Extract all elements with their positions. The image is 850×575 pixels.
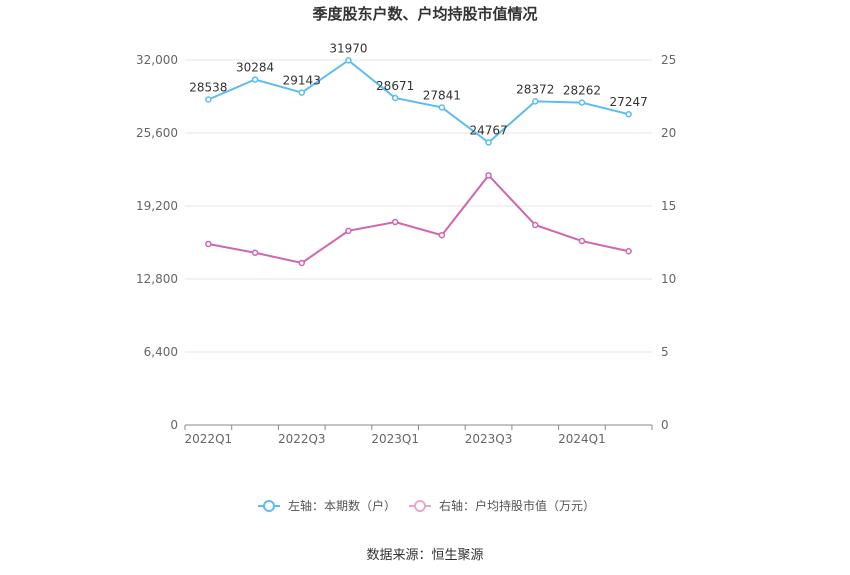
grid-lines [185,59,652,353]
right-axis-tick-label: 10 [661,272,676,286]
x-tick-label: 2023Q1 [371,432,419,446]
right-y-axis: 0 5 10 15 20 25 [661,53,676,432]
data-label: 29143 [283,74,321,88]
right-axis-tick-label: 0 [661,418,669,432]
legend-label: 左轴：本期数（户） [288,498,396,513]
data-label: 28262 [563,84,601,98]
series-point [298,89,305,96]
data-label: 28372 [516,82,554,96]
series-point [205,240,212,248]
data-label: 28538 [189,80,227,94]
series-point [205,96,212,103]
left-axis-tick-label: 6,400 [144,345,178,359]
legend-marker [414,500,426,512]
series-point [251,249,259,256]
series-point [625,248,632,255]
series-point [298,259,305,267]
x-tick-label: 2022Q3 [278,432,326,446]
series-point [532,98,539,105]
x-tick-label: 2022Q1 [185,432,233,446]
data-label: 31970 [329,41,367,55]
legend-marker [263,500,275,512]
series-point [345,57,352,64]
data-label: 30284 [236,61,274,75]
chart-title: 季度股东户数、户均持股市值情况 [312,5,537,23]
left-axis-tick-label: 32,000 [136,53,178,67]
series-point [438,104,446,111]
legend: 左轴：本期数（户） 右轴：户均持股市值（万元） [258,498,595,513]
left-y-axis: 0 6,400 12,800 19,200 25,600 32,000 [136,53,178,432]
data-label: 27247 [610,95,648,109]
left-axis-tick-label: 25,600 [136,126,178,140]
data-labels: 28538 30284 29143 31970 28671 27841 24767 28372… [189,41,647,137]
left-axis-tick-label: 12,800 [136,272,178,286]
series-line-0 [207,59,629,144]
right-axis-tick-label: 15 [661,199,676,213]
x-tick-label: 2024Q1 [558,432,606,446]
series-point [485,139,492,146]
right-axis-tick-label: 25 [661,53,676,67]
legend-label: 右轴：户均持股市值（万元） [439,498,595,513]
right-axis-tick-label: 20 [661,126,676,140]
data-label: 24767 [469,124,507,138]
left-axis-tick-label: 0 [170,418,178,432]
data-label: 27841 [423,88,461,102]
source-note: 数据来源：恒生聚源 [366,548,483,563]
series-layer [205,57,632,267]
series-point [625,110,632,118]
series-line-1 [208,173,629,265]
series-point [251,76,259,83]
series-point [345,227,352,235]
series-point [578,99,586,106]
data-label: 28671 [376,79,414,93]
series-point [485,172,492,179]
series-point [438,231,446,239]
x-tick-label: 2023Q3 [465,432,513,446]
series-point [578,237,586,245]
series-point [532,221,539,229]
right-axis-tick-label: 5 [661,345,669,359]
series-point [391,218,399,226]
left-axis-tick-label: 19,200 [136,199,178,213]
x-axis: 2022Q1 2022Q3 2023Q1 2023Q3 2024Q1 [184,424,653,446]
series-point [391,94,399,102]
